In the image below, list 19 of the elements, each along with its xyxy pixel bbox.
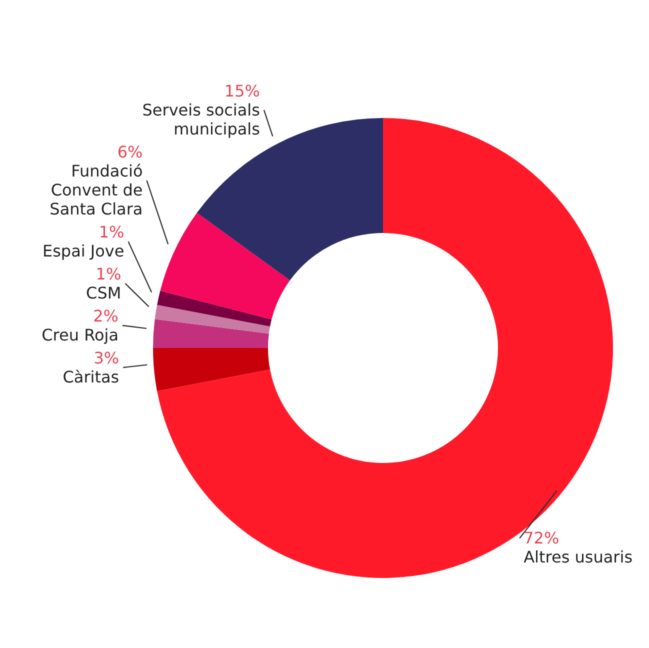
slice-label: Creu Roja [42, 325, 119, 344]
data-label: 2% [93, 306, 119, 326]
data-label: 72% [524, 528, 560, 548]
slice-label: Altres usuaris [524, 548, 633, 567]
slice-label: Espai Jove [42, 241, 124, 260]
donut-slice [153, 319, 269, 348]
slice-label: Serveis socials municipals [142, 100, 260, 138]
data-label: 6% [117, 142, 143, 162]
donut-slice [153, 348, 270, 392]
slice-label: Càritas [62, 367, 120, 386]
slice-label: CSM [86, 283, 122, 302]
donut-slice [154, 304, 270, 334]
donut-slice [157, 290, 272, 326]
slice-label: Fundació Convent de Santa Clara [50, 161, 143, 218]
data-label: 1% [96, 264, 122, 284]
data-label: 15% [224, 81, 260, 100]
donut-slice [160, 212, 290, 320]
data-label: 3% [94, 348, 120, 368]
data-label: 1% [98, 222, 124, 242]
